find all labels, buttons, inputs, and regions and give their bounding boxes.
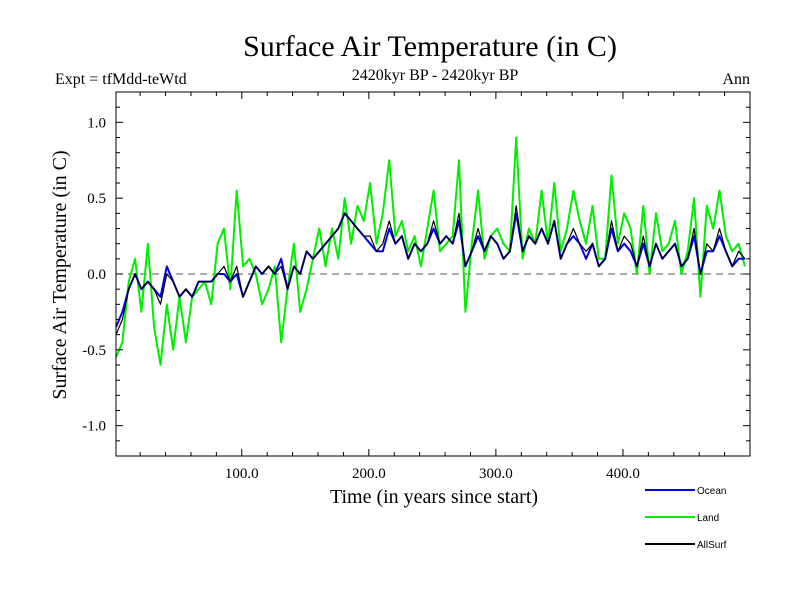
series-line-ocean — [115, 212, 745, 328]
x-axis-label: Time (in years since start) — [330, 486, 538, 508]
legend-label-allsurf: AllSurf — [697, 540, 727, 551]
x-tick-label: 200.0 — [352, 466, 386, 482]
period-label: Ann — [722, 71, 750, 88]
x-tick-label: 300.0 — [479, 466, 513, 482]
y-tick-label: 1.0 — [87, 115, 106, 131]
y-tick-label: -1.0 — [82, 419, 106, 435]
axes-layer: 100.0 200.0 300.0 400.0 -1.0 -0.5 0.0 0.5 1.0 — [82, 91, 751, 482]
legend: Ocean Land AllSurf — [645, 486, 727, 551]
y-tick-label: 0.5 — [87, 191, 106, 207]
legend-label-ocean: Ocean — [697, 486, 726, 497]
chart-subtitle: 2420kyr BP - 2420kyr BP — [352, 67, 519, 84]
x-tick-label: 100.0 — [225, 466, 259, 482]
y-axis-label: Surface Air Temperature (in C) — [49, 150, 71, 399]
chart-title: Surface Air Temperature (in C) — [243, 30, 617, 63]
series-line-allsurf — [115, 205, 746, 335]
legend-label-land: Land — [697, 513, 719, 524]
x-tick-label: 400.0 — [606, 466, 640, 482]
series-layer — [115, 136, 746, 366]
experiment-label: Expt = tfMdd-teWtd — [55, 71, 187, 88]
y-tick-label: -0.5 — [82, 343, 106, 359]
series-line-land — [115, 136, 746, 366]
y-tick-label: 0.0 — [87, 267, 106, 283]
